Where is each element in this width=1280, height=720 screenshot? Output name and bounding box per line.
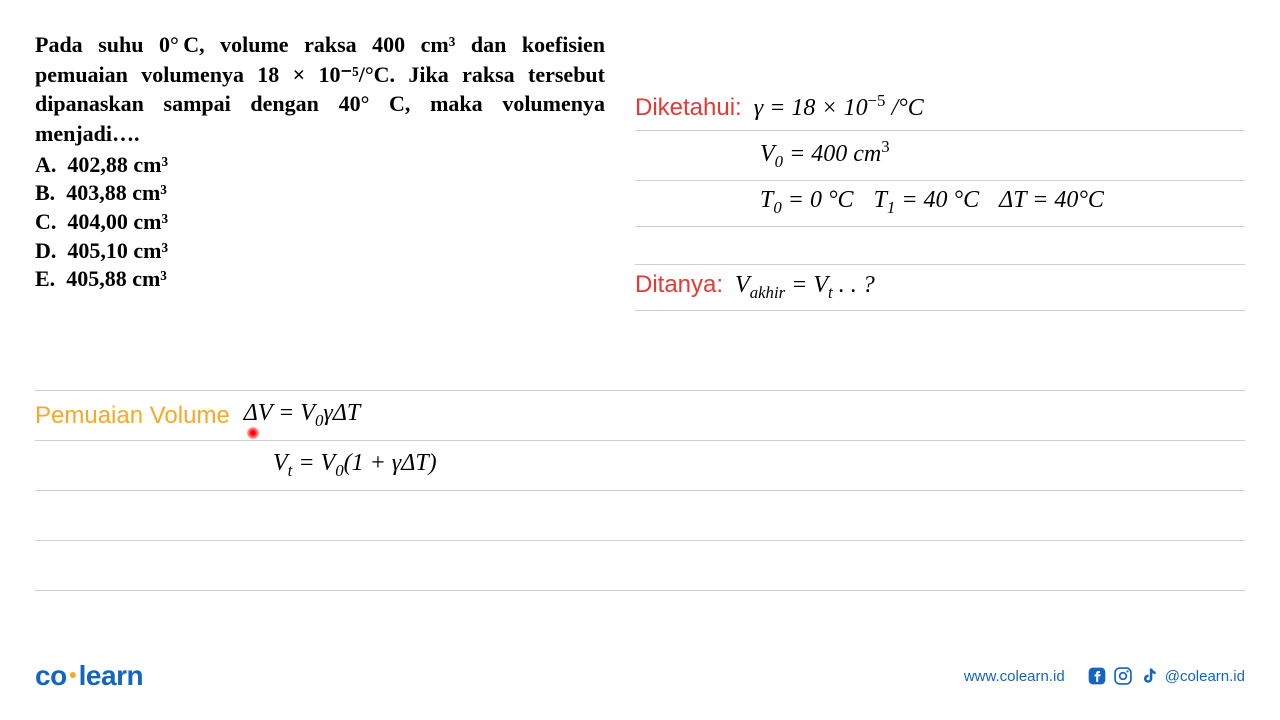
footer-url: www.colearn.id [964,668,1065,685]
top-row: Pada suhu 0° C, volume raksa 400 cm³ dan… [35,30,1245,311]
tiktok-icon [1139,666,1159,686]
formula-line-2: Vt = V0(1 + γΔT) [35,441,1245,491]
social-icons: @colearn.id [1087,666,1245,686]
blank-row [635,227,1245,265]
option-a: A. 402,88 cm³ [35,151,605,180]
blank-line-1 [35,341,1245,391]
formula-dv: ΔV = V0γΔT [244,400,360,431]
footer-right: www.colearn.id @colearn.id [964,666,1245,686]
blank-line-3 [35,541,1245,591]
option-c: C. 404,00 cm³ [35,208,605,237]
asked-expr: Vakhir = Vt . . ? [735,272,875,303]
known-label: Diketahui: [635,94,742,122]
pointer-dot-icon [247,427,259,439]
question-column: Pada suhu 0° C, volume raksa 400 cm³ dan… [35,30,605,311]
formula-line-1: Pemuaian Volume ΔV = V0γΔT [35,391,1245,441]
section-title: Pemuaian Volume [35,402,230,430]
option-d: D. 405,10 cm³ [35,237,605,266]
known-row-v0: V0 = 400 cm3 [635,131,1245,181]
known-v0: V0 = 400 cm3 [760,137,890,172]
option-e: E. 405,88 cm³ [35,265,605,294]
known-row-temps: T0 = 0 °C T1 = 40 °C ΔT = 40°C [635,181,1245,227]
logo: co●learn [35,660,143,692]
known-gamma: γ = 18 × 10−5 /°C [754,91,924,122]
content-area: Pada suhu 0° C, volume raksa 400 cm³ dan… [0,0,1280,591]
asked-label: Ditanya: [635,271,723,299]
footer: co●learn www.colearn.id @colearn.id [0,660,1280,692]
footer-handle: @colearn.id [1165,668,1245,685]
known-t1: T1 = 40 °C [874,187,980,218]
option-b: B. 403,88 cm³ [35,179,605,208]
asked-row: Ditanya: Vakhir = Vt . . ? [635,265,1245,312]
known-dt: ΔT = 40°C [999,187,1104,214]
blank-line-2 [35,491,1245,541]
known-row-gamma: Diketahui: γ = 18 × 10−5 /°C [635,85,1245,131]
known-t0: T0 = 0 °C [760,187,854,218]
facebook-icon [1087,666,1107,686]
instagram-icon [1113,666,1133,686]
options-list: A. 402,88 cm³ B. 403,88 cm³ C. 404,00 cm… [35,151,605,294]
formula-vt: Vt = V0(1 + γΔT) [273,450,437,481]
solution-section: Pemuaian Volume ΔV = V0γΔT Vt = V0(1 + γ… [35,341,1245,591]
known-column: Diketahui: γ = 18 × 10−5 /°C V0 = 400 cm… [635,30,1245,311]
question-text: Pada suhu 0° C, volume raksa 400 cm³ dan… [35,30,605,149]
